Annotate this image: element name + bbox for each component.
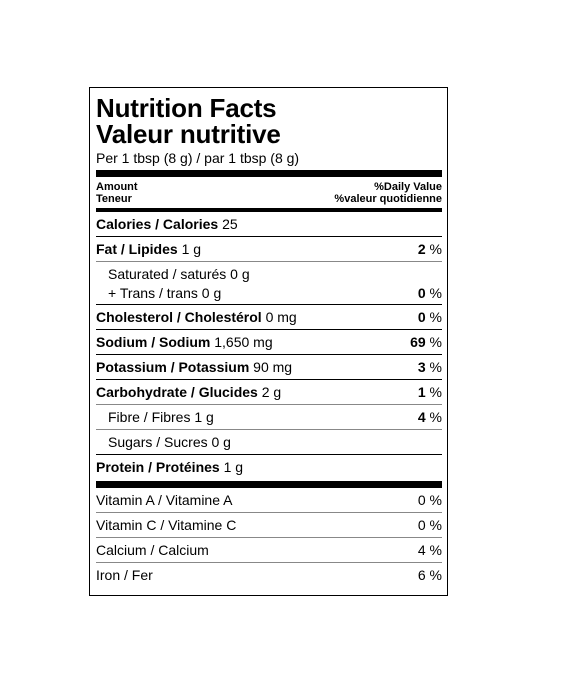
nutrition-facts-label: Nutrition Facts Valeur nutritive Per 1 t… bbox=[89, 87, 448, 596]
potassium-value: 90 mg bbox=[253, 359, 293, 375]
vitamin-row: Vitamin A / Vitamine A 0 % bbox=[96, 488, 442, 512]
vitamin-label: Iron / Fer bbox=[96, 567, 153, 583]
vitamin-label: Vitamin A / Vitamine A bbox=[96, 492, 233, 508]
vitamin-label: Vitamin C / Vitamine C bbox=[96, 517, 237, 533]
calories-label: Calories / Calories bbox=[96, 216, 219, 232]
row-divider bbox=[96, 304, 442, 305]
sugars-row: Sugars / Sucres 0 g bbox=[96, 430, 442, 454]
vitamin-row: Calcium / Calcium 4 % bbox=[96, 538, 442, 562]
fat-percent: 2 bbox=[417, 241, 426, 257]
serving-size: Per 1 tbsp (8 g) / par 1 tbsp (8 g) bbox=[96, 150, 300, 166]
vitamin-row: Vitamin C / Vitamine C 0 % bbox=[96, 513, 442, 537]
trans-label: + Trans / trans 0 g bbox=[108, 285, 222, 301]
sodium-row: Sodium / Sodium 1,650 mg 69 % bbox=[96, 330, 442, 354]
saturated-trans-block: Saturated / saturés 0 g + Trans / trans … bbox=[96, 262, 442, 304]
row-divider bbox=[96, 404, 442, 405]
protein-row: Protein / Protéines 1 g bbox=[96, 455, 442, 480]
percent-unit: % bbox=[429, 285, 442, 301]
sodium-label: Sodium / Sodium bbox=[96, 334, 211, 350]
fibre-row: Fibre / Fibres 1 g 4 % bbox=[96, 405, 442, 429]
fibre-percent: 4 bbox=[417, 409, 426, 425]
sodium-value: 1,650 mg bbox=[214, 334, 273, 350]
cholesterol-label: Cholesterol / Cholestérol bbox=[96, 309, 262, 325]
row-divider bbox=[96, 329, 442, 330]
vitamin-percent: 6 % bbox=[417, 567, 442, 583]
cholesterol-row: Cholesterol / Cholestérol 0 mg 0 % bbox=[96, 305, 442, 329]
daily-value-heading: %Daily Value bbox=[374, 181, 442, 193]
thick-divider bbox=[96, 170, 442, 177]
fat-value: 1 g bbox=[181, 241, 202, 257]
row-divider bbox=[96, 236, 442, 237]
percent-unit: % bbox=[429, 359, 442, 375]
fat-label: Fat / Lipides bbox=[96, 241, 178, 257]
vitamin-row: Iron / Fer 6 % bbox=[96, 563, 442, 587]
row-divider bbox=[96, 537, 442, 538]
carbohydrate-label: Carbohydrate / Glucides bbox=[96, 384, 258, 400]
row-divider bbox=[96, 454, 442, 455]
sugars-label: Sugars / Sucres 0 g bbox=[108, 434, 231, 450]
percent-unit: % bbox=[429, 384, 442, 400]
percent-unit: % bbox=[429, 409, 442, 425]
row-divider bbox=[96, 261, 442, 262]
row-divider bbox=[96, 512, 442, 513]
valeur-quotidienne-heading: %valeur quotidienne bbox=[334, 193, 442, 205]
row-divider bbox=[96, 562, 442, 563]
calories-row: Calories / Calories 25 bbox=[96, 212, 442, 236]
column-header: Amount Teneur %Daily Value %valeur quoti… bbox=[96, 177, 442, 208]
row-divider bbox=[96, 429, 442, 430]
potassium-row: Potassium / Potassium 90 mg 3 % bbox=[96, 355, 442, 379]
vitamin-percent: 4 % bbox=[417, 542, 442, 558]
sodium-percent: 69 bbox=[410, 334, 426, 350]
carbohydrate-value: 2 g bbox=[261, 384, 282, 400]
carbohydrate-percent: 1 bbox=[417, 384, 426, 400]
teneur-heading: Teneur bbox=[96, 193, 132, 205]
fibre-label: Fibre / Fibres 1 g bbox=[108, 409, 214, 425]
title-french: Valeur nutritive bbox=[96, 119, 281, 149]
cholesterol-value: 0 mg bbox=[265, 309, 297, 325]
potassium-label: Potassium / Potassium bbox=[96, 359, 250, 375]
protein-value: 1 g bbox=[223, 459, 244, 475]
vitamin-percent: 0 % bbox=[417, 517, 442, 533]
medium-divider bbox=[96, 208, 442, 212]
vitamin-percent: 0 % bbox=[417, 492, 442, 508]
percent-unit: % bbox=[429, 309, 442, 325]
trans-percent: 0 bbox=[417, 285, 426, 301]
vitamin-label: Calcium / Calcium bbox=[96, 542, 209, 558]
fat-row: Fat / Lipides 1 g 2 % bbox=[96, 237, 442, 261]
carbohydrate-row: Carbohydrate / Glucides 2 g 1 % bbox=[96, 380, 442, 404]
row-divider bbox=[96, 354, 442, 355]
amount-heading: Amount bbox=[96, 181, 138, 193]
percent-unit: % bbox=[429, 241, 442, 257]
saturated-label: Saturated / saturés 0 g bbox=[108, 266, 250, 282]
potassium-percent: 3 bbox=[417, 359, 426, 375]
protein-label: Protein / Protéines bbox=[96, 459, 220, 475]
cholesterol-percent: 0 bbox=[417, 309, 426, 325]
thick-divider bbox=[96, 481, 442, 488]
row-divider bbox=[96, 379, 442, 380]
title-english: Nutrition Facts bbox=[96, 93, 277, 123]
calories-value: 25 bbox=[222, 216, 238, 232]
percent-unit: % bbox=[429, 334, 442, 350]
